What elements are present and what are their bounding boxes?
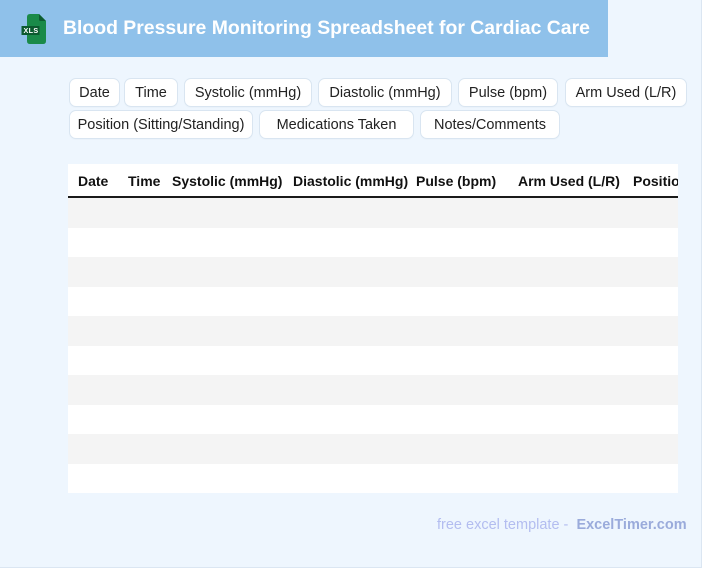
svg-text:XLS: XLS	[24, 26, 39, 35]
